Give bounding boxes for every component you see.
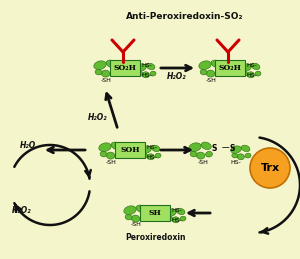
Text: SO₂H: SO₂H: [219, 64, 242, 72]
Text: -SH: -SH: [106, 160, 117, 164]
Text: SH: SH: [148, 209, 161, 217]
Ellipse shape: [167, 216, 173, 221]
Text: H₂O₂: H₂O₂: [167, 72, 187, 81]
Ellipse shape: [140, 214, 148, 220]
Ellipse shape: [100, 152, 107, 157]
Ellipse shape: [106, 152, 115, 159]
Ellipse shape: [199, 61, 211, 70]
FancyBboxPatch shape: [110, 60, 140, 76]
Ellipse shape: [180, 216, 186, 221]
Circle shape: [250, 148, 290, 188]
Ellipse shape: [146, 63, 155, 70]
Text: S: S: [230, 143, 236, 153]
Ellipse shape: [136, 205, 146, 213]
Ellipse shape: [211, 60, 221, 68]
Ellipse shape: [142, 72, 149, 78]
Text: HS-: HS-: [141, 62, 152, 68]
Ellipse shape: [201, 142, 211, 149]
Text: HS-: HS-: [230, 160, 241, 164]
Text: HS-: HS-: [246, 62, 257, 68]
Text: HS-: HS-: [146, 155, 157, 160]
Text: SO₂H: SO₂H: [114, 64, 136, 72]
Text: -SH: -SH: [101, 77, 112, 83]
Ellipse shape: [95, 69, 102, 75]
Text: -SH: -SH: [206, 77, 217, 83]
Ellipse shape: [151, 145, 160, 152]
Ellipse shape: [200, 69, 207, 75]
Ellipse shape: [206, 70, 215, 77]
Ellipse shape: [116, 151, 122, 157]
FancyBboxPatch shape: [140, 205, 170, 221]
Ellipse shape: [106, 60, 116, 68]
Ellipse shape: [125, 214, 132, 220]
Ellipse shape: [136, 64, 146, 71]
Text: HS-: HS-: [141, 73, 152, 77]
Ellipse shape: [189, 143, 201, 152]
Text: HS-: HS-: [146, 145, 157, 149]
Ellipse shape: [241, 64, 251, 71]
Text: —: —: [222, 143, 230, 153]
Ellipse shape: [131, 215, 140, 222]
Ellipse shape: [241, 145, 250, 152]
Ellipse shape: [190, 152, 197, 157]
Ellipse shape: [251, 63, 260, 70]
Ellipse shape: [142, 153, 148, 158]
FancyBboxPatch shape: [215, 60, 245, 76]
Ellipse shape: [155, 153, 161, 158]
Ellipse shape: [111, 142, 121, 149]
Text: HS-: HS-: [171, 207, 182, 212]
Text: Anti-Peroxiredoxin-SO₂: Anti-Peroxiredoxin-SO₂: [126, 12, 244, 21]
Ellipse shape: [237, 154, 244, 160]
Ellipse shape: [196, 152, 205, 159]
Text: SOH: SOH: [120, 146, 140, 154]
Ellipse shape: [137, 71, 143, 76]
Ellipse shape: [215, 69, 223, 75]
Text: H₂O₂: H₂O₂: [12, 206, 32, 215]
Text: -SH: -SH: [131, 222, 142, 227]
Ellipse shape: [255, 71, 261, 76]
Ellipse shape: [101, 70, 110, 77]
Ellipse shape: [124, 206, 136, 214]
Text: Peroxiredoxin: Peroxiredoxin: [125, 233, 185, 242]
Text: -SH: -SH: [198, 160, 209, 164]
Ellipse shape: [247, 72, 254, 78]
Ellipse shape: [150, 71, 156, 76]
Text: H₂O₂: H₂O₂: [88, 113, 108, 122]
Text: Trx: Trx: [260, 163, 280, 173]
Ellipse shape: [99, 143, 111, 152]
Ellipse shape: [206, 151, 212, 157]
Ellipse shape: [242, 71, 248, 76]
Ellipse shape: [176, 208, 185, 215]
Ellipse shape: [110, 69, 118, 75]
Text: HS-: HS-: [246, 73, 257, 77]
FancyBboxPatch shape: [115, 142, 145, 158]
Ellipse shape: [166, 209, 176, 216]
Text: S: S: [212, 143, 218, 153]
Ellipse shape: [147, 154, 155, 160]
Ellipse shape: [141, 146, 151, 153]
Ellipse shape: [94, 61, 106, 70]
Text: HS-: HS-: [171, 218, 182, 222]
Ellipse shape: [245, 153, 251, 158]
Text: H₂O: H₂O: [20, 141, 36, 150]
Ellipse shape: [172, 217, 179, 223]
Ellipse shape: [232, 153, 238, 158]
Ellipse shape: [231, 146, 241, 153]
